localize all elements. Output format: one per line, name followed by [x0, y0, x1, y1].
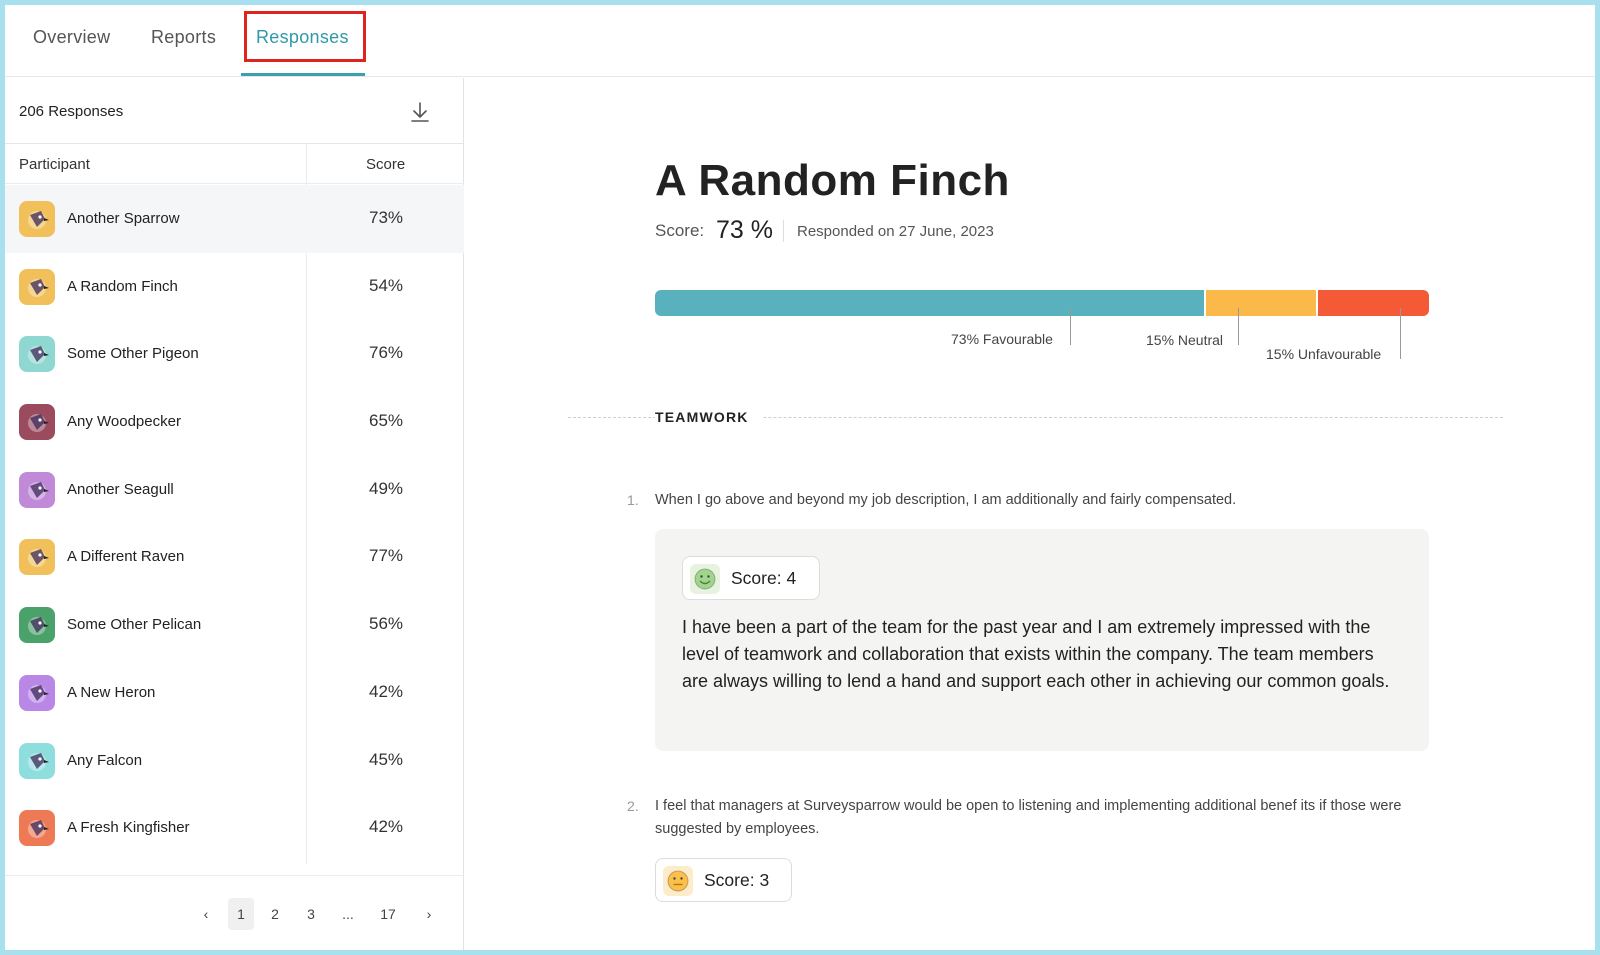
- tab-overview[interactable]: Overview: [33, 27, 111, 47]
- bird-avatar-icon: [19, 674, 55, 711]
- participant-score: 49%: [369, 478, 404, 498]
- participant-score: 65%: [369, 411, 404, 431]
- participant-name: A New Heron: [67, 683, 156, 701]
- sentiment-segment: [1316, 290, 1429, 316]
- participant-row[interactable]: Some Other Pelican 56%: [5, 591, 464, 659]
- favourable-tick: [1070, 308, 1071, 345]
- prev-page-button[interactable]: ‹: [203, 906, 209, 922]
- bird-avatar-icon: [19, 471, 55, 508]
- happy-face-icon: [690, 564, 720, 594]
- participant-name: Another Seagull: [67, 480, 174, 498]
- download-icon[interactable]: [408, 100, 432, 124]
- participant-score: 76%: [369, 343, 404, 363]
- score-chip: Score: 3: [655, 858, 792, 902]
- participant-name: Any Woodpecker: [67, 413, 181, 431]
- participant-score: 56%: [369, 614, 404, 634]
- response-detail-panel: A Random Finch Score: 73 % Responded on …: [465, 78, 1595, 950]
- sentiment-segment: [655, 290, 1204, 316]
- active-tab-indicator: [241, 73, 365, 76]
- page-17-button[interactable]: 17: [380, 906, 396, 922]
- pagination: ‹ 1 2 3 ... 17 ›: [5, 875, 464, 950]
- participant-list: Another Sparrow 73% A Random Finch 54% Some …: [5, 185, 464, 862]
- top-tab-bar: Overview Reports Responses: [5, 5, 1595, 77]
- participant-name: Some Other Pelican: [67, 616, 202, 634]
- participant-score: 77%: [369, 546, 404, 566]
- bird-avatar-icon: [19, 336, 55, 373]
- participant-row[interactable]: Any Falcon 45%: [5, 727, 464, 795]
- participant-row[interactable]: A Fresh Kingfisher 42%: [5, 794, 464, 862]
- participant-row[interactable]: A Different Raven 77%: [5, 523, 464, 591]
- neutral-label: 15% Neutral: [1146, 332, 1224, 348]
- column-divider: [306, 144, 307, 864]
- participant-row[interactable]: Another Sparrow 73%: [5, 185, 464, 253]
- bird-avatar-icon: [19, 201, 55, 237]
- score-separator: [783, 220, 784, 242]
- column-participant: Participant: [19, 156, 90, 173]
- score-chip-label: Score: 4: [731, 568, 797, 588]
- page-ellipsis: ...: [342, 906, 354, 922]
- bird-avatar-icon: [19, 607, 55, 644]
- tab-highlight-box: [244, 11, 366, 62]
- responses-count: 206 Responses: [19, 103, 124, 120]
- question-text: I feel that managers at Surveysparrow wo…: [655, 798, 1402, 837]
- question-number: 2.: [627, 798, 639, 814]
- bird-avatar-icon: [19, 539, 55, 576]
- score-value: 73 %: [716, 216, 773, 244]
- answer-card: Score: 4 I have been a part of the team …: [655, 529, 1429, 751]
- responses-list-panel: 206 Responses Participant Score Another …: [5, 78, 464, 950]
- page-1-button[interactable]: 1: [228, 898, 254, 930]
- participant-name: Another Sparrow: [67, 210, 180, 227]
- participant-row[interactable]: Some Other Pigeon 76%: [5, 320, 464, 388]
- bird-avatar-icon: [19, 404, 55, 441]
- participant-name: Any Falcon: [67, 751, 143, 769]
- section-title: TEAMWORK: [655, 409, 763, 425]
- score-chip-label: Score: 3: [704, 870, 770, 890]
- score-chip: Score: 4: [682, 556, 820, 600]
- table-header: Participant Score: [5, 144, 464, 184]
- neutral-tick: [1238, 308, 1239, 345]
- bird-avatar-icon: [19, 268, 55, 305]
- question-text: When I go above and beyond my job descri…: [655, 492, 1237, 508]
- sentiment-bar: [655, 290, 1429, 316]
- participant-score: 42%: [369, 817, 404, 837]
- unfavourable-label: 15% Unfavourable: [1266, 346, 1382, 362]
- participant-score: 42%: [369, 681, 404, 701]
- participant-name: Some Other Pigeon: [67, 345, 199, 363]
- participant-name: A Fresh Kingfisher: [67, 819, 190, 837]
- participant-row[interactable]: A Random Finch 54%: [5, 253, 464, 321]
- tab-responses[interactable]: Responses: [256, 27, 349, 47]
- bird-avatar-icon: [19, 810, 55, 847]
- answer-text: I have been a part of the team for the p…: [682, 617, 1390, 691]
- page-3-button[interactable]: 3: [307, 906, 315, 922]
- column-score: Score: [366, 156, 406, 173]
- section-divider: [568, 417, 1503, 418]
- participant-score: 54%: [369, 275, 404, 295]
- participant-score: 73%: [369, 208, 404, 227]
- responded-date: Responded on 27 June, 2023: [797, 223, 994, 240]
- neutral-face-icon: [663, 866, 693, 896]
- participant-row[interactable]: Another Seagull 49%: [5, 456, 464, 524]
- participant-row[interactable]: A New Heron 42%: [5, 659, 464, 727]
- tab-reports[interactable]: Reports: [151, 27, 217, 47]
- score-label: Score:: [655, 221, 705, 240]
- next-page-button[interactable]: ›: [426, 906, 432, 922]
- participant-name-title: A Random Finch: [655, 156, 1010, 205]
- participant-row[interactable]: Any Woodpecker 65%: [5, 388, 464, 456]
- unfavourable-tick: [1400, 308, 1401, 359]
- participant-name: A Different Raven: [67, 548, 185, 566]
- participant-score: 45%: [369, 749, 404, 769]
- page-2-button[interactable]: 2: [271, 906, 279, 922]
- responses-header: 206 Responses: [5, 78, 464, 144]
- sentiment-segment: [1203, 290, 1317, 316]
- question-number: 1.: [627, 492, 639, 508]
- bird-avatar-icon: [19, 742, 55, 779]
- participant-name: A Random Finch: [67, 277, 178, 295]
- favourable-label: 73% Favourable: [951, 331, 1053, 347]
